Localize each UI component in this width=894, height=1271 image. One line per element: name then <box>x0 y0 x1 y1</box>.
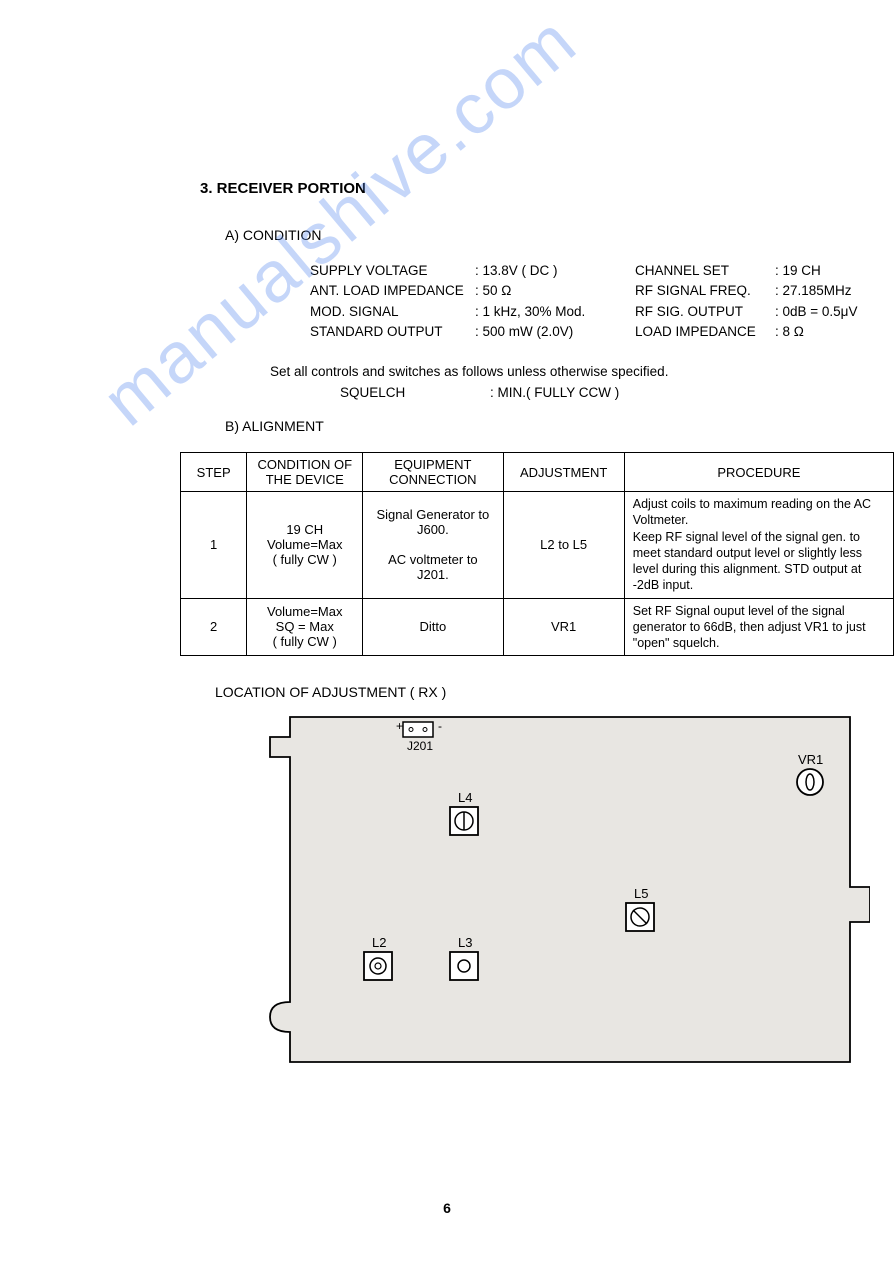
cell-step: 1 <box>181 492 247 599</box>
th-equip: EQUIPMENT CONNECTION <box>363 453 503 492</box>
subsection-b: B) ALIGNMENT <box>225 418 894 434</box>
cell-adj: L2 to L5 <box>503 492 624 599</box>
l2-label: L2 <box>372 935 386 950</box>
table-header-row: STEP CONDITION OF THE DEVICE EQUIPMENT C… <box>181 453 894 492</box>
minus-label: - <box>438 719 442 733</box>
cond-value: : 27.185MHz <box>775 281 852 301</box>
component-vr1: VR1 <box>797 752 823 795</box>
location-title: LOCATION OF ADJUSTMENT ( RX ) <box>215 684 894 700</box>
subsection-a: A) CONDITION <box>225 227 894 243</box>
table-row: 1 19 CH Volume=Max ( fully CW ) Signal G… <box>181 492 894 599</box>
cell-step: 2 <box>181 598 247 656</box>
cell-cond: Volume=Max SQ = Max ( fully CW ) <box>247 598 363 656</box>
cell-proc: Set RF Signal ouput level of the signal … <box>624 598 893 656</box>
note-line: Set all controls and switches as follows… <box>270 364 894 379</box>
cond-row: ANT. LOAD IMPEDANCE : 50 Ω RF SIGNAL FRE… <box>310 281 894 301</box>
cond-value: : 19 CH <box>775 261 821 281</box>
cond-label: LOAD IMPEDANCE <box>635 322 775 342</box>
l4-label: L4 <box>458 790 472 805</box>
plus-label: + <box>396 719 403 733</box>
cell-adj: VR1 <box>503 598 624 656</box>
l3-label: L3 <box>458 935 472 950</box>
cond-label: ANT. LOAD IMPEDANCE <box>310 281 475 301</box>
cell-equip: Signal Generator to J600. AC voltmeter t… <box>363 492 503 599</box>
squelch-value: : MIN.( FULLY CCW ) <box>490 385 619 400</box>
section-title: 3. RECEIVER PORTION <box>200 180 894 197</box>
cell-proc: Adjust coils to maximum reading on the A… <box>624 492 893 599</box>
th-step: STEP <box>181 453 247 492</box>
l5-label: L5 <box>634 886 648 901</box>
cond-value: : 8 Ω <box>775 322 804 342</box>
th-adj: ADJUSTMENT <box>503 453 624 492</box>
cond-row: MOD. SIGNAL : 1 kHz, 30% Mod. RF SIG. OU… <box>310 302 894 322</box>
alignment-table: STEP CONDITION OF THE DEVICE EQUIPMENT C… <box>180 452 894 656</box>
pcb-outline <box>270 717 870 1062</box>
cond-value: : 13.8V ( DC ) <box>475 261 558 281</box>
cell-equip: Ditto <box>363 598 503 656</box>
squelch-label: SQUELCH <box>340 385 490 400</box>
th-proc: PROCEDURE <box>624 453 893 492</box>
j201-label: J201 <box>407 739 433 753</box>
condition-block: SUPPLY VOLTAGE : 13.8V ( DC ) CHANNEL SE… <box>310 261 894 342</box>
cond-label: RF SIGNAL FREQ. <box>635 281 775 301</box>
cond-label: MOD. SIGNAL <box>310 302 475 322</box>
cond-row: SUPPLY VOLTAGE : 13.8V ( DC ) CHANNEL SE… <box>310 261 894 281</box>
squelch-line: SQUELCH : MIN.( FULLY CCW ) <box>340 385 894 400</box>
cond-row: STANDARD OUTPUT : 500 mW (2.0V) LOAD IMP… <box>310 322 894 342</box>
pcb-svg: + - J201 VR1 L4 L5 <box>260 712 870 1072</box>
cond-value: : 500 mW (2.0V) <box>475 322 573 342</box>
pcb-diagram: + - J201 VR1 L4 L5 <box>260 712 894 1075</box>
th-cond: CONDITION OF THE DEVICE <box>247 453 363 492</box>
cond-value: : 50 Ω <box>475 281 511 301</box>
cell-cond: 19 CH Volume=Max ( fully CW ) <box>247 492 363 599</box>
cond-value: : 0dB = 0.5μV <box>775 302 857 322</box>
cond-label: STANDARD OUTPUT <box>310 322 475 342</box>
vr1-label: VR1 <box>798 752 823 767</box>
cond-value: : 1 kHz, 30% Mod. <box>475 302 585 322</box>
cond-label: SUPPLY VOLTAGE <box>310 261 475 281</box>
table-row: 2 Volume=Max SQ = Max ( fully CW ) Ditto… <box>181 598 894 656</box>
cond-label: CHANNEL SET <box>635 261 775 281</box>
cond-label: RF SIG. OUTPUT <box>635 302 775 322</box>
page-number: 6 <box>0 1200 894 1216</box>
